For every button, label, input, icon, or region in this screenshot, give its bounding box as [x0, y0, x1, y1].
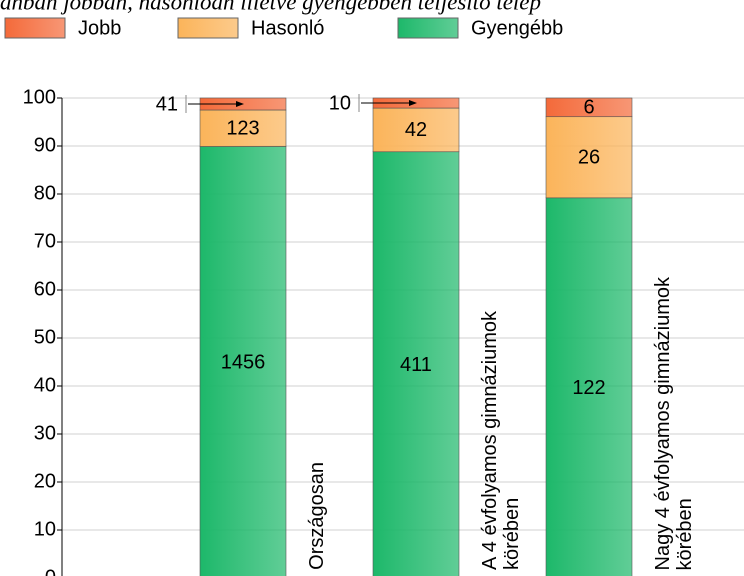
x-category-label: Országosan	[306, 462, 328, 570]
y-tick-label: 60	[34, 278, 56, 300]
legend-label: Gyengébb	[471, 17, 563, 39]
legend-swatch	[177, 17, 239, 39]
y-tick-label: 50	[34, 326, 56, 348]
bar-segment	[199, 146, 287, 576]
legend-label: Jobb	[78, 17, 121, 39]
legend-label: Hasonló	[251, 17, 324, 39]
data-label: 123	[226, 118, 259, 140]
x-category-label: Nagy 4 évfolyamos gimnáziumok körében	[652, 276, 696, 570]
bar-segment	[545, 197, 633, 576]
bar-segment	[545, 116, 633, 199]
y-tick-label: 10	[34, 518, 56, 540]
data-label: 42	[405, 119, 427, 141]
bar-segment	[372, 107, 460, 153]
y-tick-label: 20	[34, 470, 56, 492]
legend-swatch	[4, 17, 66, 39]
legend-swatch	[397, 17, 459, 39]
y-tick-label: 70	[34, 230, 56, 252]
y-tick-label: 80	[34, 182, 56, 204]
y-tick-label: 40	[34, 374, 56, 396]
x-category-label: A 4 évfolyamos gimnáziumok körében	[479, 310, 523, 570]
data-label: 6	[583, 97, 594, 119]
y-tick-label: 100	[23, 86, 56, 108]
y-tick-label: 30	[34, 422, 56, 444]
data-label: 411	[400, 354, 432, 376]
data-label: 41	[156, 93, 178, 115]
bar-segment	[545, 97, 633, 118]
data-label: 26	[578, 147, 600, 169]
y-tick-label: 0	[45, 566, 56, 576]
bar-segment	[372, 151, 460, 576]
leader-arrow	[409, 100, 417, 107]
chart-title: ánban jobban, hasonlóan illetve gyengébb…	[0, 0, 541, 14]
data-label: 1456	[221, 352, 266, 374]
y-tick-label: 90	[34, 134, 56, 156]
leader-arrow	[236, 101, 244, 107]
data-label: 10	[329, 92, 351, 114]
data-label: 122	[572, 377, 605, 399]
